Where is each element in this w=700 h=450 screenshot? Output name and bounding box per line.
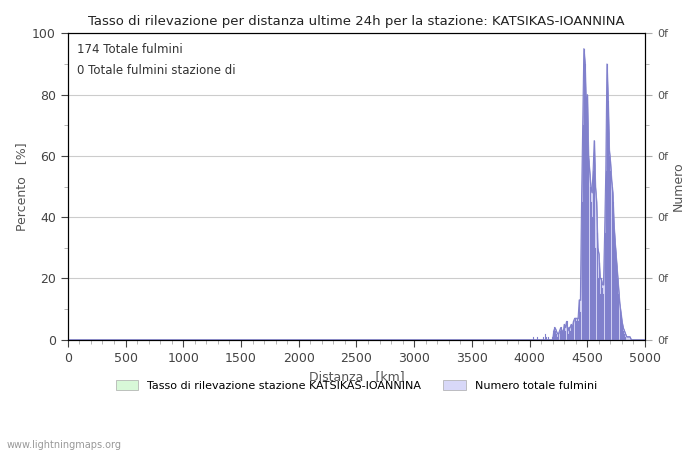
Text: 0 Totale fulmini stazione di: 0 Totale fulmini stazione di [76, 64, 235, 77]
Y-axis label: Percento   [%]: Percento [%] [15, 142, 28, 231]
Text: www.lightningmaps.org: www.lightningmaps.org [7, 440, 122, 450]
X-axis label: Distanza   [km]: Distanza [km] [309, 370, 405, 383]
Text: 174 Totale fulmini: 174 Totale fulmini [76, 43, 182, 55]
Y-axis label: Numero: Numero [672, 162, 685, 211]
Legend: Tasso di rilevazione stazione KATSIKAS-IOANNINA, Numero totale fulmini: Tasso di rilevazione stazione KATSIKAS-I… [111, 376, 601, 396]
Title: Tasso di rilevazione per distanza ultime 24h per la stazione: KATSIKAS-IOANNINA: Tasso di rilevazione per distanza ultime… [88, 15, 624, 28]
